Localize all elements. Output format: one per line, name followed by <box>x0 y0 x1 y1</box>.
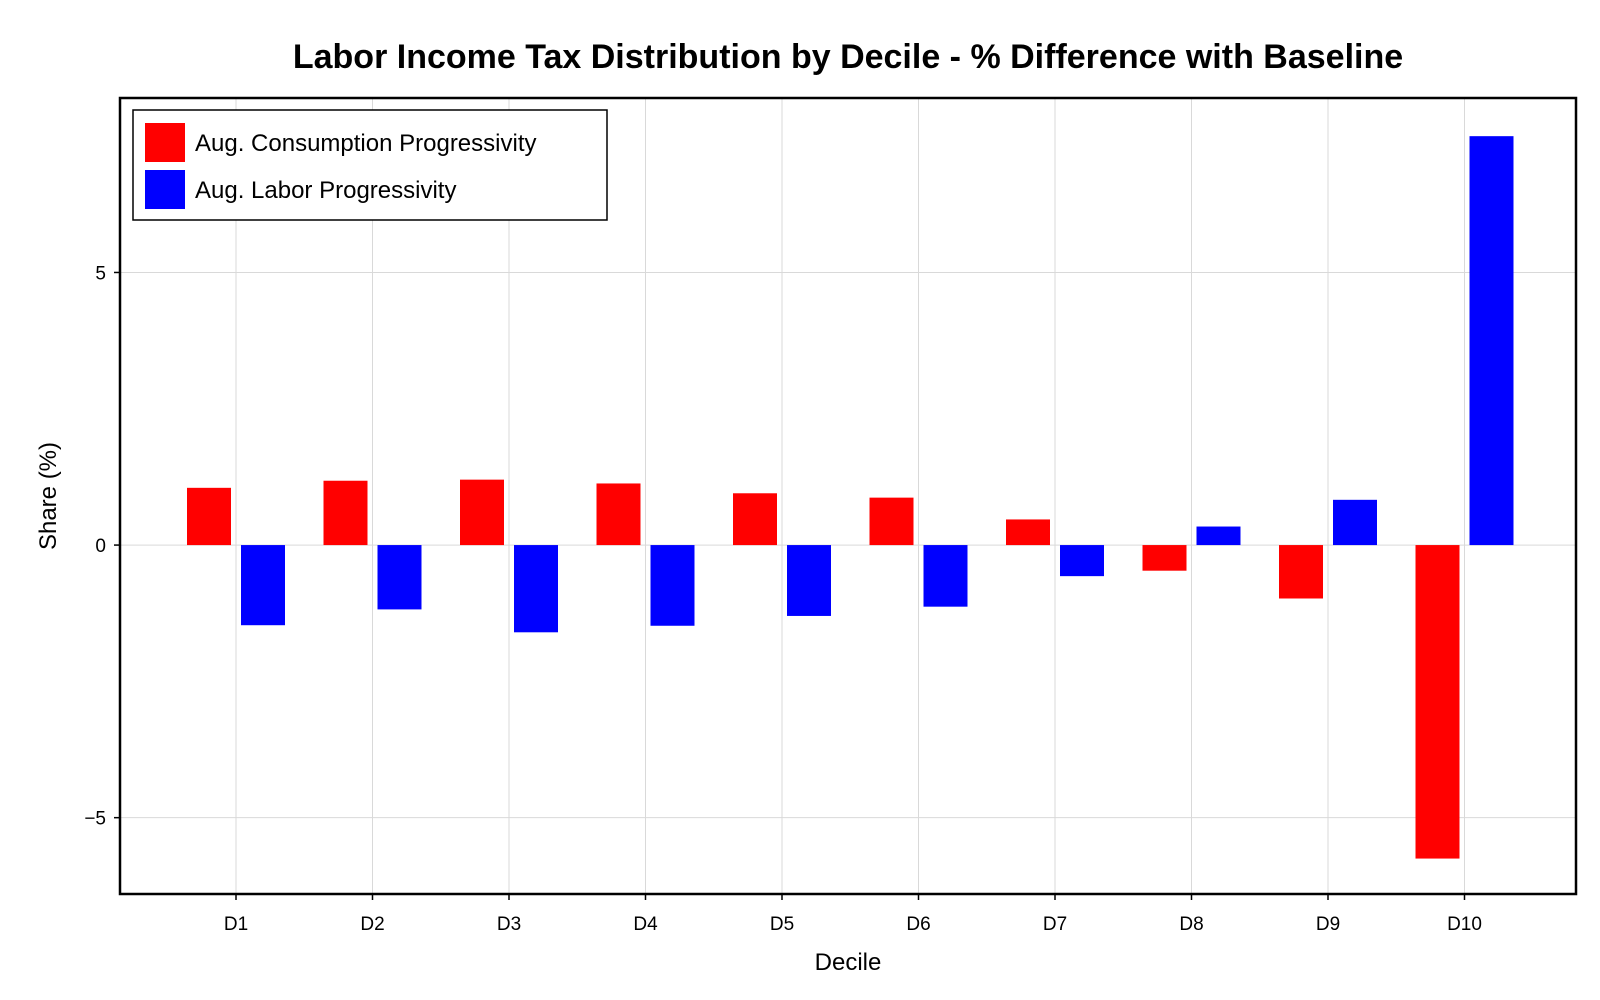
bar-consumption-d6 <box>869 497 914 546</box>
legend-swatch-labor <box>145 170 185 209</box>
y-tick-label: −5 <box>84 809 106 830</box>
y-tick-label: 0 <box>95 536 106 557</box>
bar-labor-d7 <box>1060 545 1104 577</box>
x-tick-label-d5: D5 <box>770 914 794 935</box>
legend-box <box>132 109 608 221</box>
bar-consumption-d1 <box>187 487 231 546</box>
x-tick-label-d10: D10 <box>1447 914 1482 935</box>
x-tick-label-d6: D6 <box>906 914 930 935</box>
legend-swatch-consumption <box>145 123 185 162</box>
chart-title: Labor Income Tax Distribution by Decile … <box>293 38 1403 76</box>
bar-labor-d5 <box>787 545 831 616</box>
plot-frame <box>118 96 1578 896</box>
legend-label-consumption: Aug. Consumption Progressivity <box>195 130 536 157</box>
bar-consumption-d3 <box>460 479 504 546</box>
bar-consumption-d9 <box>1279 545 1323 599</box>
x-tick-label-d8: D8 <box>1179 914 1203 935</box>
ticks: D1 D2 D3 D4 D5 D6 D7 D8 D9 D10 −5 0 5 <box>84 263 1482 935</box>
x-tick-label-d9: D9 <box>1316 914 1340 935</box>
bar-labor-d10 <box>1469 136 1514 546</box>
x-tick-label-d4: D4 <box>633 914 658 935</box>
legend-label-labor: Aug. Labor Progressivity <box>195 177 456 204</box>
x-tick-label-d3: D3 <box>497 914 521 935</box>
bar-labor-d4 <box>650 545 695 626</box>
bar-consumption-d4 <box>596 483 641 546</box>
bar-consumption-d8 <box>1142 545 1187 571</box>
bar-labor-d3 <box>514 545 558 633</box>
bar-consumption-d10 <box>1415 545 1460 859</box>
y-tick-label: 5 <box>95 263 106 284</box>
bar-labor-d6 <box>923 545 968 607</box>
bar-consumption-d2 <box>323 480 368 546</box>
legend: Aug. Consumption Progressivity Aug. Labo… <box>132 109 608 221</box>
bars <box>187 136 1514 859</box>
x-tick-label-d2: D2 <box>360 914 384 935</box>
y-axis-label: Share (%) <box>35 442 62 550</box>
bar-labor-d2 <box>377 545 422 610</box>
bar-labor-d1 <box>241 545 285 626</box>
bar-labor-d9 <box>1333 499 1377 546</box>
x-tick-label-d7: D7 <box>1043 914 1067 935</box>
x-axis-label: Decile <box>815 949 882 976</box>
bar-consumption-d7 <box>1006 519 1050 546</box>
x-tick-label-d1: D1 <box>224 914 248 935</box>
bar-consumption-d5 <box>733 493 777 546</box>
bar-labor-d8 <box>1196 526 1241 546</box>
